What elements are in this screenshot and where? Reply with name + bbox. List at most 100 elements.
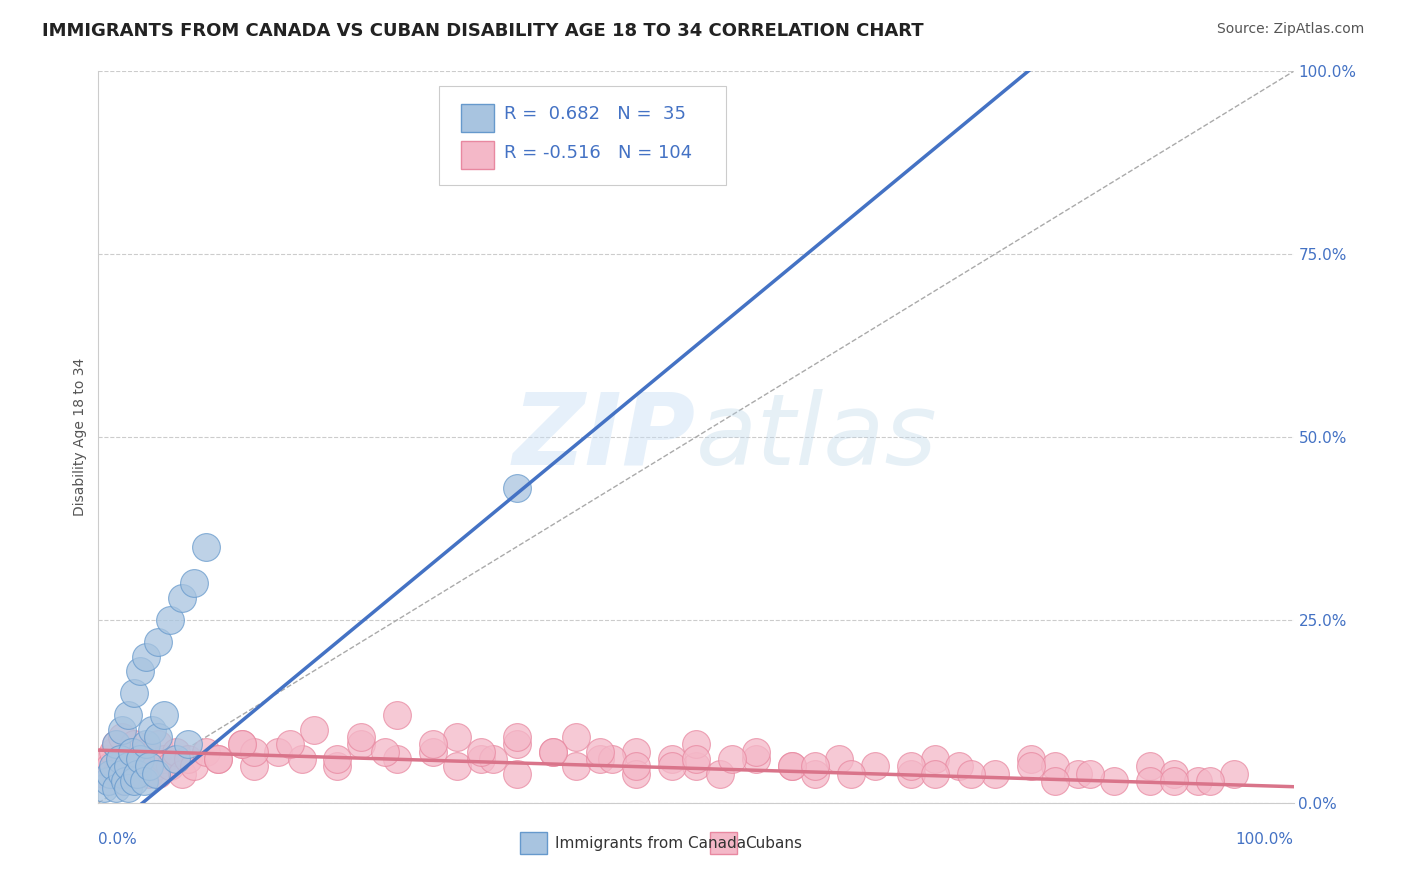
Point [685,737,707,751]
Text: ZIP: ZIP [513,389,696,485]
Point [506,766,529,780]
Point [960,766,983,780]
Point [101,759,124,773]
Point [129,664,152,678]
Point [721,752,744,766]
Y-axis label: Disability Age 18 to 34: Disability Age 18 to 34 [73,358,87,516]
Point [541,745,564,759]
Text: R = -0.516   N = 104: R = -0.516 N = 104 [503,145,692,162]
Point [121,745,143,759]
Point [132,773,155,788]
Point [111,766,134,780]
Point [97,773,120,788]
Point [165,745,187,759]
Point [141,723,163,737]
Point [1019,752,1042,766]
Point [124,686,146,700]
Point [129,752,152,766]
Point [243,745,266,759]
Point [117,708,139,723]
Point [470,745,492,759]
Point [145,766,167,780]
Point [98,759,122,773]
Text: Source: ZipAtlas.com: Source: ZipAtlas.com [1216,22,1364,37]
Point [1139,773,1161,788]
Point [159,759,181,773]
Point [661,759,683,773]
Point [121,745,143,759]
Point [1104,773,1126,788]
Point [446,759,468,773]
Point [148,730,170,744]
FancyBboxPatch shape [439,86,725,185]
Point [125,766,148,780]
FancyBboxPatch shape [710,832,737,854]
Point [111,773,134,788]
Point [153,708,176,723]
Point [804,766,827,780]
Point [195,745,218,759]
Point [1199,773,1222,788]
Point [745,745,768,759]
Point [195,540,218,554]
Point [626,745,648,759]
Point [685,759,707,773]
Point [111,730,134,744]
Point [326,752,349,766]
Point [148,635,170,649]
Point [350,737,373,751]
Point [589,745,612,759]
Text: atlas: atlas [696,389,938,485]
Point [626,766,648,780]
Point [108,752,131,766]
Point [124,773,146,788]
Point [828,752,851,766]
Point [148,766,170,780]
Text: Immigrants from Canada: Immigrants from Canada [555,836,747,851]
Point [900,759,922,773]
Point [125,766,148,780]
Point [422,745,444,759]
Point [626,759,648,773]
Point [865,759,887,773]
Point [1139,759,1161,773]
Point [1019,759,1042,773]
Point [924,766,946,780]
Point [135,737,157,751]
Point [114,773,136,788]
Point [138,759,160,773]
Point [745,752,768,766]
Point [780,759,803,773]
Point [984,766,1007,780]
Point [243,759,266,773]
Text: 0.0%: 0.0% [98,832,138,847]
Point [780,759,803,773]
Point [661,752,683,766]
Point [1163,773,1185,788]
Point [302,723,325,737]
Point [1080,766,1102,780]
Text: R =  0.682   N =  35: R = 0.682 N = 35 [503,104,686,123]
Point [114,752,136,766]
Point [138,766,160,780]
Point [900,766,922,780]
Point [183,759,205,773]
Point [470,752,492,766]
Point [291,752,314,766]
Point [105,766,128,780]
Point [565,759,588,773]
Text: IMMIGRANTS FROM CANADA VS CUBAN DISABILITY AGE 18 TO 34 CORRELATION CHART: IMMIGRANTS FROM CANADA VS CUBAN DISABILI… [42,22,924,40]
Point [93,766,115,780]
FancyBboxPatch shape [461,141,494,169]
Point [350,730,373,744]
Text: 100.0%: 100.0% [1236,832,1294,847]
Point [326,759,349,773]
Point [135,745,157,759]
Point [278,737,301,751]
Point [1043,759,1066,773]
Point [506,737,529,751]
Point [145,759,167,773]
Point [105,781,128,796]
Point [602,752,624,766]
Point [111,723,134,737]
